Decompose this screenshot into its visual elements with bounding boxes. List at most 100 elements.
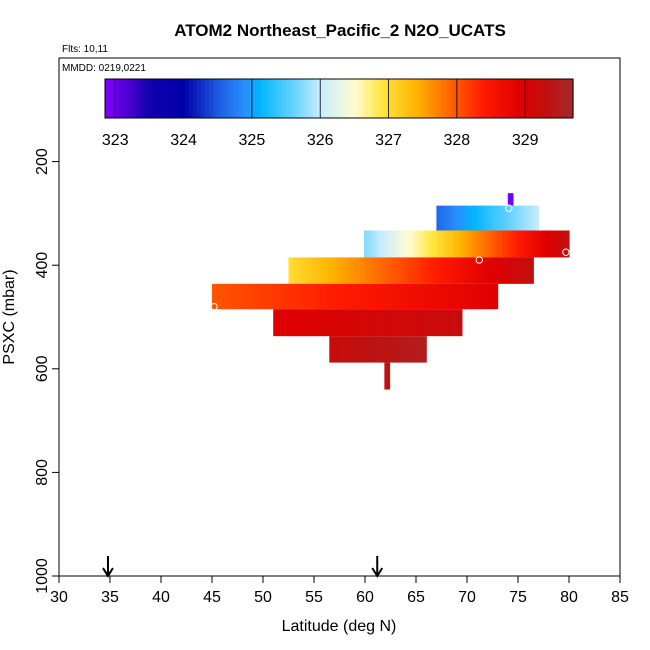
- heatmap-cell: [356, 283, 360, 310]
- heatmap-cell: [332, 336, 336, 363]
- heatmap-cell: [348, 309, 352, 337]
- heatmap-cell: [470, 257, 475, 284]
- heatmap-cell: [467, 257, 472, 284]
- heatmap-cell: [324, 257, 328, 284]
- heatmap-cell: [507, 193, 511, 206]
- heatmap-cell: [242, 283, 246, 310]
- colorbar-strip: [337, 79, 342, 118]
- heatmap-cell: [419, 257, 424, 284]
- heatmap-cell: [353, 336, 358, 363]
- heatmap-cell: [365, 336, 370, 363]
- heatmap-cell: [257, 283, 261, 310]
- heatmap-cell: [445, 205, 449, 231]
- colorbar-strip: [413, 79, 418, 118]
- heatmap-cell: [425, 309, 430, 337]
- heatmap-cell: [321, 257, 325, 284]
- heatmap-cell: [502, 230, 507, 258]
- heatmap-cell: [344, 336, 349, 363]
- colorbar-strip: [493, 79, 498, 118]
- heatmap-cell: [445, 230, 449, 258]
- heatmap-cell: [446, 309, 451, 337]
- heatmap-cell: [300, 309, 304, 337]
- heatmap-cell: [366, 230, 371, 258]
- heatmap-cell: [467, 283, 472, 310]
- heatmap-cell: [479, 257, 484, 284]
- heatmap-cell: [434, 283, 439, 310]
- heatmap-cell: [339, 309, 343, 337]
- colorbar-strip: [109, 79, 114, 118]
- colorbar-strip: [161, 79, 166, 118]
- colorbar-strip: [561, 79, 566, 118]
- heatmap-cell: [550, 230, 555, 258]
- heatmap-cell: [351, 257, 355, 284]
- heatmap-cell: [490, 230, 495, 258]
- colorbar-strip: [533, 79, 538, 118]
- data-marker: [383, 391, 392, 399]
- heatmap-cell: [326, 283, 330, 310]
- heatmap-cell: [377, 336, 382, 363]
- heatmap-cell: [460, 230, 465, 258]
- colorbar-strip: [437, 79, 442, 118]
- plot-frame: [58, 57, 621, 577]
- x-tick-label: 50: [254, 589, 272, 606]
- heatmap-cell: [460, 205, 464, 231]
- colorbar-strip: [165, 79, 170, 118]
- heatmap-cell: [493, 205, 497, 231]
- heatmap-cell: [436, 205, 440, 231]
- heatmap-cell: [373, 230, 377, 258]
- heatmap-cell: [371, 336, 376, 363]
- colorbar-strip: [137, 79, 142, 118]
- heatmap-cell: [335, 283, 339, 310]
- x-tick-label: 45: [203, 589, 221, 606]
- colorbar-strip: [501, 79, 506, 118]
- heatmap-cell: [314, 283, 318, 310]
- heatmap-cell: [520, 205, 524, 231]
- heatmap-cell: [451, 230, 456, 258]
- heatmap-cell: [386, 336, 391, 363]
- colorbar-strip: [293, 79, 298, 118]
- colorbar-strip: [369, 79, 374, 118]
- heatmap-cell: [418, 230, 422, 258]
- heatmap-cell: [443, 309, 448, 337]
- heatmap-cell: [515, 257, 519, 284]
- heatmap-cell: [299, 283, 303, 310]
- heatmap-cell: [379, 230, 383, 258]
- heatmap-cell: [440, 283, 445, 310]
- heatmap-cell: [350, 283, 354, 310]
- heatmap-cell: [275, 283, 279, 310]
- heatmap-cell: [404, 309, 409, 337]
- colorbar-strip: [229, 79, 234, 118]
- colorbar-strip: [465, 79, 470, 118]
- colorbar-strip: [157, 79, 162, 118]
- heatmap-cell: [323, 283, 327, 310]
- heatmap-cell: [458, 283, 463, 310]
- heatmap-cell: [388, 230, 392, 258]
- heatmap-cell: [411, 336, 415, 363]
- heatmap-cell: [370, 230, 374, 258]
- heatmap-cell: [392, 336, 397, 363]
- heatmap-cell: [478, 230, 483, 258]
- colorbar-strip: [569, 79, 574, 118]
- colorbar-strip: [225, 79, 230, 118]
- heatmap-cell: [321, 309, 325, 337]
- heatmap-cell: [404, 257, 409, 284]
- heatmap-cell: [493, 230, 498, 258]
- heatmap-cell: [278, 283, 282, 310]
- heatmap-cell: [526, 205, 530, 231]
- heatmap-cell: [395, 336, 400, 363]
- heatmap-cell: [347, 336, 352, 363]
- heatmap-cell: [383, 283, 387, 310]
- heatmap-cell: [341, 336, 346, 363]
- heatmap-cell: [485, 283, 490, 310]
- heatmap-cell: [381, 309, 385, 337]
- heatmap-cell: [547, 230, 552, 258]
- heatmap-cell: [359, 336, 364, 363]
- heatmap-cell: [245, 283, 249, 310]
- heatmap-cell: [380, 283, 384, 310]
- heatmap-cell: [371, 283, 375, 310]
- heatmap-cell: [413, 257, 418, 284]
- heatmap-cell: [290, 283, 294, 310]
- colorbar-strip: [133, 79, 138, 118]
- heatmap-cell: [422, 309, 427, 337]
- colorbar-strip: [297, 79, 302, 118]
